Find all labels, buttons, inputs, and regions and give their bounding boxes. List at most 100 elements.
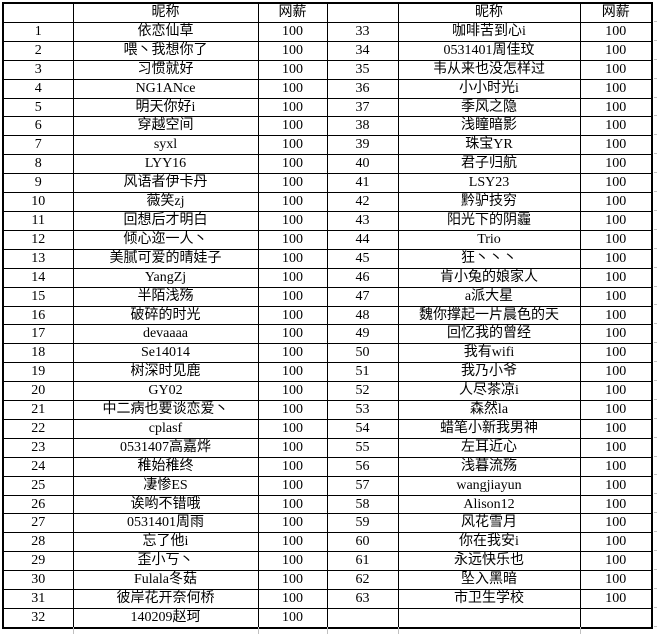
nickname-cell[interactable]: LYY16 — [72, 154, 259, 175]
row-number-cell[interactable]: 47 — [326, 286, 399, 307]
nickname-cell[interactable]: 美腻可爱的晴娃子 — [72, 248, 259, 269]
row-number-cell[interactable]: 17 — [2, 324, 74, 345]
salary-cell[interactable]: 100 — [257, 589, 328, 609]
nickname-cell[interactable]: GY02 — [72, 381, 259, 402]
salary-cell[interactable]: 100 — [257, 570, 328, 591]
salary-cell[interactable]: 100 — [257, 513, 328, 534]
salary-cell[interactable]: 100 — [579, 97, 653, 118]
nickname-cell[interactable]: 阳光下的阴霾 — [397, 210, 581, 231]
nickname-cell[interactable]: 喂丶我想你了 — [72, 40, 259, 61]
row-number-cell[interactable]: 55 — [326, 437, 399, 458]
salary-cell[interactable]: 100 — [257, 229, 328, 250]
salary-cell[interactable]: 100 — [579, 21, 653, 42]
nickname-cell[interactable]: 0531401周雨 — [72, 513, 259, 534]
row-number-cell[interactable]: 24 — [2, 456, 74, 477]
nickname-cell[interactable]: wangjiayun — [397, 475, 581, 496]
salary-cell[interactable]: 100 — [579, 343, 653, 364]
nickname-cell[interactable]: 你在我安i — [397, 532, 581, 553]
salary-cell[interactable]: 100 — [579, 192, 653, 212]
row-number-cell[interactable]: 43 — [326, 210, 399, 231]
salary-cell[interactable]: 100 — [257, 362, 328, 383]
nickname-cell[interactable]: 魏你撑起一片晨色的天 — [397, 305, 581, 326]
row-number-cell[interactable]: 50 — [326, 343, 399, 364]
salary-cell[interactable]: 100 — [257, 456, 328, 477]
row-number-cell[interactable]: 20 — [2, 381, 74, 402]
nickname-cell[interactable]: Fulala冬菇 — [72, 570, 259, 591]
corner-header-cell[interactable] — [2, 2, 74, 23]
nickname-cell[interactable]: 明天你好i — [72, 97, 259, 118]
salary-cell[interactable]: 100 — [257, 494, 328, 515]
row-number-cell[interactable]: 54 — [326, 418, 399, 439]
salary-cell[interactable]: 100 — [579, 589, 653, 609]
row-number-cell[interactable]: 23 — [2, 437, 74, 458]
nickname-cell[interactable]: 季风之隐 — [397, 97, 581, 118]
row-number-cell[interactable]: 45 — [326, 248, 399, 269]
salary-cell[interactable]: 100 — [257, 210, 328, 231]
row-number-cell[interactable]: 7 — [2, 135, 74, 156]
salary-cell[interactable]: 100 — [257, 551, 328, 572]
row-number-cell[interactable]: 58 — [326, 494, 399, 515]
row-number-cell[interactable]: 33 — [326, 21, 399, 42]
nickname-cell[interactable]: 140209赵珂 — [72, 607, 259, 629]
nickname-cell[interactable]: 蜡笔小新我男神 — [397, 418, 581, 439]
salary-cell[interactable]: 100 — [579, 248, 653, 269]
row-number-cell[interactable] — [326, 607, 399, 629]
nickname-cell[interactable]: 我有wifi — [397, 343, 581, 364]
salary-cell[interactable]: 100 — [579, 400, 653, 420]
nickname-cell[interactable]: 黔驴技穷 — [397, 192, 581, 212]
salary-cell[interactable]: 100 — [257, 135, 328, 156]
salary-cell[interactable]: 100 — [579, 116, 653, 137]
salary-cell[interactable]: 100 — [257, 305, 328, 326]
row-number-cell[interactable]: 52 — [326, 381, 399, 402]
row-number-cell[interactable]: 3 — [2, 59, 74, 80]
row-number-cell[interactable]: 5 — [2, 97, 74, 118]
nickname-cell[interactable]: 坠入黑暗 — [397, 570, 581, 591]
row-number-cell[interactable]: 28 — [2, 532, 74, 553]
salary-cell[interactable]: 100 — [579, 78, 653, 99]
salary-header[interactable]: 网薪 — [579, 2, 653, 23]
row-number-cell[interactable]: 37 — [326, 97, 399, 118]
row-number-cell[interactable]: 25 — [2, 475, 74, 496]
row-number-cell[interactable]: 27 — [2, 513, 74, 534]
row-number-cell[interactable]: 63 — [326, 589, 399, 609]
nickname-cell[interactable]: 歪小丂丶 — [72, 551, 259, 572]
salary-cell[interactable]: 100 — [257, 400, 328, 420]
nickname-header[interactable]: 昵称 — [72, 2, 259, 23]
nickname-cell[interactable]: 中二病也要谈恋爱丶 — [72, 400, 259, 420]
nickname-cell[interactable]: syxl — [72, 135, 259, 156]
salary-cell[interactable]: 100 — [579, 551, 653, 572]
nickname-cell[interactable]: 左耳近心 — [397, 437, 581, 458]
row-number-cell[interactable]: 30 — [2, 570, 74, 591]
nickname-cell[interactable]: 市卫生学校 — [397, 589, 581, 609]
nickname-cell[interactable]: 凄惨ES — [72, 475, 259, 496]
nickname-cell[interactable]: 忘了他i — [72, 532, 259, 553]
row-number-cell[interactable]: 34 — [326, 40, 399, 61]
nickname-cell[interactable]: 珠宝YR — [397, 135, 581, 156]
row-number-cell[interactable]: 41 — [326, 173, 399, 194]
nickname-cell[interactable]: 习惯就好 — [72, 59, 259, 80]
row-number-cell[interactable]: 46 — [326, 267, 399, 288]
salary-cell[interactable]: 100 — [579, 418, 653, 439]
salary-cell[interactable]: 100 — [257, 192, 328, 212]
salary-cell[interactable]: 100 — [579, 286, 653, 307]
salary-cell[interactable]: 100 — [257, 97, 328, 118]
nickname-cell[interactable]: 我乃小爷 — [397, 362, 581, 383]
row-number-cell[interactable]: 59 — [326, 513, 399, 534]
nickname-cell[interactable]: 倾心迩一人丶 — [72, 229, 259, 250]
nickname-cell[interactable]: 树深时见鹿 — [72, 362, 259, 383]
nickname-cell[interactable]: 森然la — [397, 400, 581, 420]
nickname-cell[interactable]: 彼岸花开奈何桥 — [72, 589, 259, 609]
nickname-cell[interactable]: 破碎的时光 — [72, 305, 259, 326]
salary-cell[interactable]: 100 — [257, 475, 328, 496]
salary-cell[interactable]: 100 — [579, 305, 653, 326]
salary-header[interactable]: 网薪 — [257, 2, 328, 23]
nickname-cell[interactable]: 风语者伊卡丹 — [72, 173, 259, 194]
nickname-cell[interactable]: 韦从来也没怎样过 — [397, 59, 581, 80]
row-number-cell[interactable]: 31 — [2, 589, 74, 609]
salary-cell[interactable]: 100 — [257, 381, 328, 402]
salary-cell[interactable]: 100 — [579, 229, 653, 250]
salary-cell[interactable]: 100 — [579, 513, 653, 534]
salary-cell[interactable]: 100 — [579, 40, 653, 61]
row-number-cell[interactable]: 26 — [2, 494, 74, 515]
nickname-cell[interactable]: 浅瞳暗影 — [397, 116, 581, 137]
